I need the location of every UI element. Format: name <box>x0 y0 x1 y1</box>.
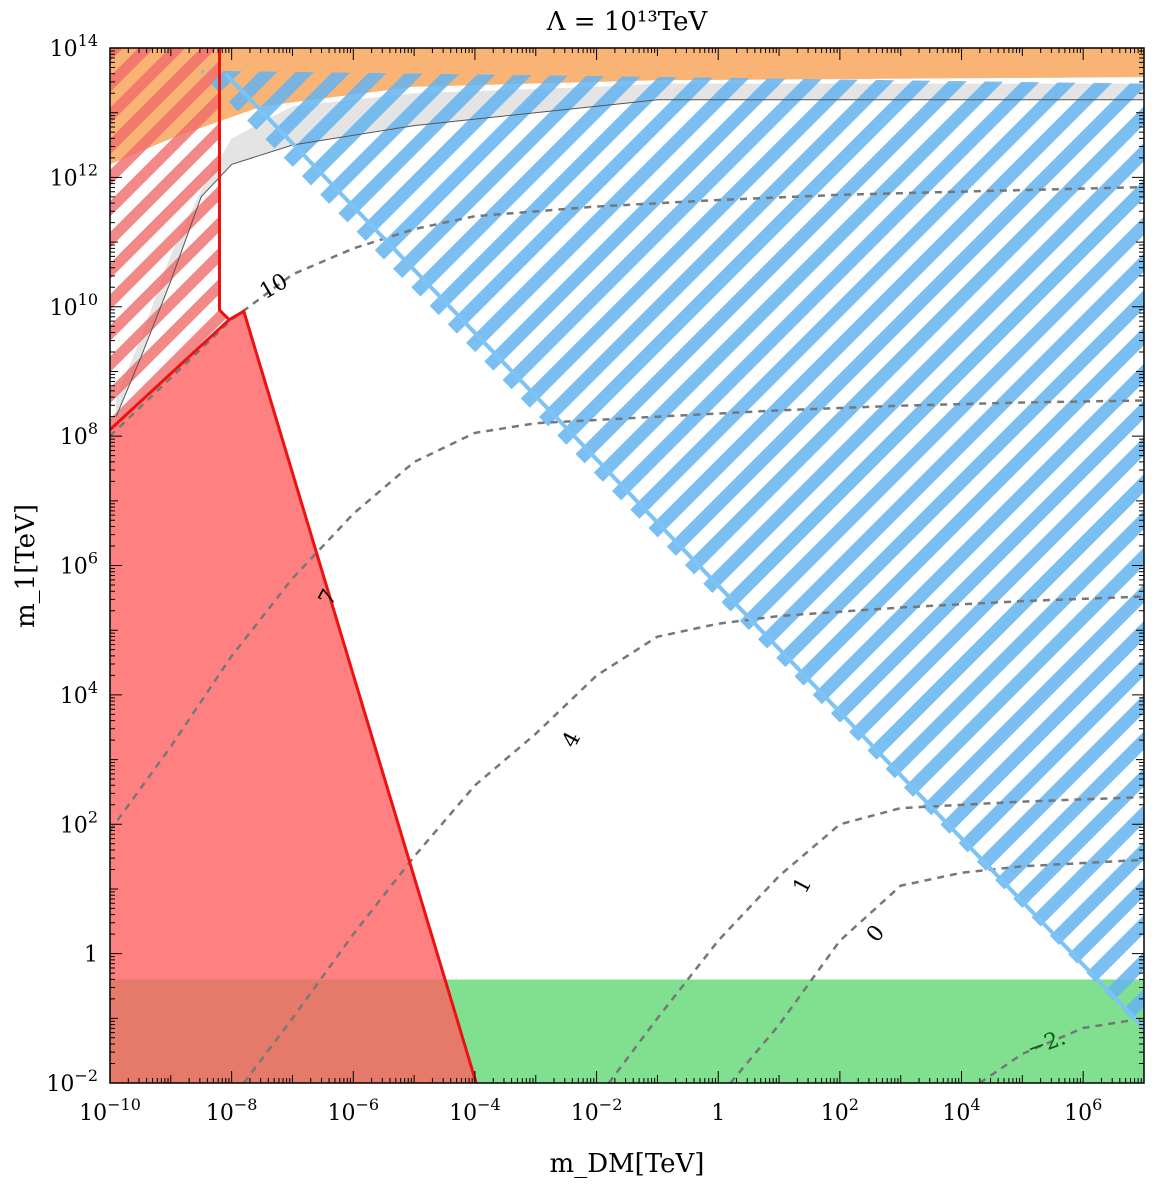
y-tick-label: 108 <box>60 419 98 450</box>
axis-ticks <box>109 47 1145 1084</box>
x-tick-labels: 10−10 10−8 10−6 10−4 10−2 1 102 104 106 <box>79 1095 1102 1126</box>
boundaries-layer <box>110 48 1144 1083</box>
x-tick-label: 10−10 <box>79 1095 141 1126</box>
y-tick-label: 1012 <box>50 160 98 191</box>
x-tick-label: 10−6 <box>327 1095 379 1126</box>
gray-region-outline <box>115 83 1144 417</box>
contour-label-3: 1 <box>789 873 818 897</box>
x-tick-label: 102 <box>821 1095 859 1126</box>
y-tick-label: 10−2 <box>46 1066 98 1097</box>
regions-layer <box>110 48 1144 1083</box>
contour-label-4: 0 <box>862 921 890 948</box>
x-tick-label: 1 <box>711 1101 725 1126</box>
y-tick-label: 104 <box>60 678 98 709</box>
y-tick-label: 1 <box>84 943 98 968</box>
chart-title-text: Λ = 10¹³TeV <box>546 7 709 37</box>
region-red-hatched <box>110 48 230 430</box>
ticks-layer <box>109 47 1145 1084</box>
chart-title: Λ = 10¹³TeV <box>546 7 709 37</box>
y-tick-labels: 10−2 1 102 104 106 108 1010 1012 1014 <box>46 31 98 1097</box>
y-tick-label: 1010 <box>50 290 98 321</box>
contour-line-1 <box>110 399 1144 832</box>
x-tick-label: 10−8 <box>206 1095 258 1126</box>
boundary-blue-boundary <box>224 72 1144 1030</box>
contour-line-4 <box>729 858 1144 1083</box>
contour-line-2 <box>242 595 1144 1083</box>
contour-label-2: 4 <box>557 728 586 752</box>
contour-line-3 <box>607 795 1144 1083</box>
region-red-region <box>110 311 477 1083</box>
y-axis-title: m_1[TeV] <box>11 504 41 628</box>
contour-line-5 <box>979 1017 1144 1083</box>
contour-label-0: 10 <box>256 269 293 305</box>
y-tick-label: 102 <box>60 807 98 838</box>
x-axis-title: m_DM[TeV] <box>550 1149 705 1179</box>
y-tick-label: 1014 <box>50 31 98 62</box>
boundary-red-vertical <box>218 48 231 321</box>
x-tick-label: 106 <box>1064 1095 1102 1126</box>
x-tick-label: 10−2 <box>571 1095 623 1126</box>
contour-line-0 <box>110 185 1144 438</box>
region-blue-hatched <box>201 70 1144 1032</box>
y-tick-label: 106 <box>60 549 98 580</box>
x-tick-label: 10−4 <box>449 1095 501 1126</box>
boundary-red-boundary <box>110 309 478 1083</box>
x-tick-label: 104 <box>942 1095 980 1126</box>
contours-layer <box>110 185 1144 1083</box>
